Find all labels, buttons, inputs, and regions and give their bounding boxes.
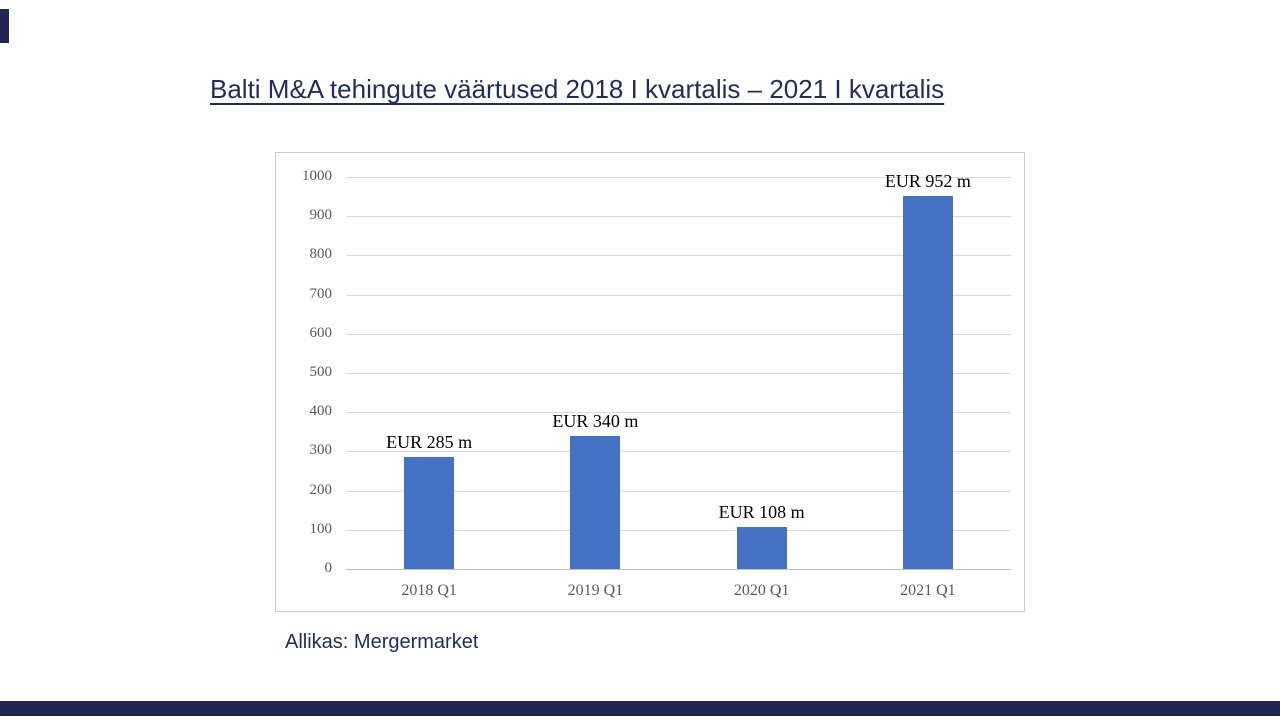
- gridline: [346, 451, 1011, 453]
- gridline: [346, 177, 1011, 178]
- gridline: [346, 412, 1011, 414]
- bar-chart: 0 100 200 300 400 500 600 700 800 900 1000 EUR 285 …: [275, 152, 1025, 612]
- gridline: [346, 255, 1011, 257]
- page-title: Balti M&A tehingute väärtused 2018 I kva…: [210, 74, 945, 104]
- y-tick-label: 400: [309, 403, 333, 420]
- y-tick-label: 100: [309, 520, 333, 537]
- bar-2021-q1: [902, 195, 953, 569]
- bar-value-label: EUR 108 m: [718, 501, 805, 522]
- chart-plot-area: 0 100 200 300 400 500 600 700 800 900 1000 EUR 285 …: [276, 153, 1024, 611]
- bar-value-label: EUR 340 m: [552, 410, 639, 431]
- gridline: [346, 490, 1011, 492]
- gridline: [346, 216, 1011, 218]
- bottom-accent-bar: [0, 701, 1280, 716]
- y-tick-label: 700: [309, 285, 333, 302]
- y-tick-label: 0: [324, 560, 333, 576]
- bar-value-label: EUR 285 m: [386, 432, 473, 453]
- bar-value-label: EUR 952 m: [884, 170, 971, 191]
- x-tick-label: 2021 Q1: [900, 582, 956, 599]
- bar-2018-q1: [404, 457, 455, 569]
- bar-2020-q1: [736, 526, 787, 569]
- x-axis-line: [346, 569, 1011, 570]
- bar-2019-q1: [570, 435, 621, 569]
- y-tick-label: 800: [309, 246, 333, 263]
- gridline: [346, 529, 1011, 531]
- gridline: [346, 294, 1011, 296]
- gridline: [346, 333, 1011, 335]
- x-tick-label: 2019 Q1: [567, 582, 624, 599]
- y-tick-label: 600: [309, 324, 333, 341]
- y-tick-label: 500: [309, 364, 333, 380]
- y-tick-label: 900: [309, 207, 333, 224]
- x-tick-label: 2020 Q1: [733, 582, 790, 599]
- left-accent-bar: [0, 9, 9, 43]
- gridline: [346, 373, 1011, 374]
- y-tick-label: 1000: [302, 168, 332, 184]
- y-tick-label: 300: [309, 442, 333, 459]
- y-tick-label: 200: [309, 481, 333, 498]
- source-note: Allikas: Mergermarket: [285, 631, 479, 653]
- x-tick-label: 2018 Q1: [401, 582, 457, 599]
